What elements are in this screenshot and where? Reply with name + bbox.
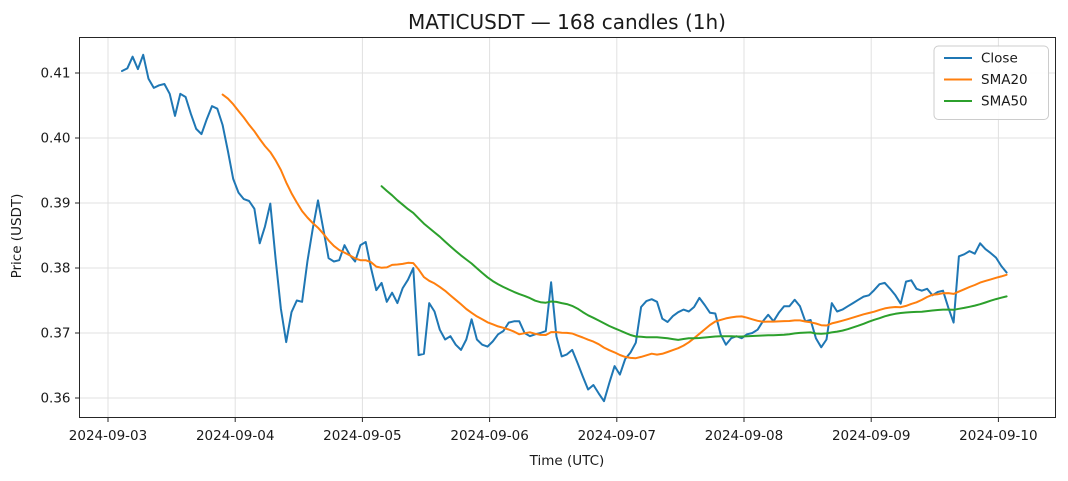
x-tick-label: 2024-09-08 bbox=[705, 428, 783, 444]
x-axis-label: Time (UTC) bbox=[529, 453, 605, 469]
y-tick-label: 0.37 bbox=[40, 326, 70, 342]
x-tick-label: 2024-09-09 bbox=[832, 428, 910, 444]
y-axis-label: Price (USDT) bbox=[9, 194, 25, 279]
legend-item-sma50: SMA50 bbox=[944, 94, 1028, 110]
plot-area bbox=[79, 37, 1056, 418]
x-axis-ticks: 2024-09-03 2024-09-04 2024-09-05 2024-09-06… bbox=[69, 417, 1038, 444]
y-tick-label: 0.39 bbox=[40, 196, 70, 212]
y-tick-label: 0.40 bbox=[40, 131, 70, 147]
x-tick-label: 2024-09-04 bbox=[196, 428, 274, 444]
x-tick-label: 2024-09-10 bbox=[959, 428, 1037, 444]
legend-item-sma20: SMA20 bbox=[944, 72, 1028, 88]
legend-item-close: Close bbox=[944, 51, 1018, 67]
x-tick-label: 2024-09-06 bbox=[450, 428, 528, 444]
legend: Close SMA20 SMA50 bbox=[933, 45, 1049, 120]
chart-title: MATICUSDT — 168 candles (1h) bbox=[408, 10, 726, 34]
grid-lines bbox=[79, 37, 1056, 418]
x-tick-label: 2024-09-05 bbox=[323, 428, 401, 444]
x-tick-label: 2024-09-07 bbox=[578, 428, 656, 444]
y-tick-label: 0.41 bbox=[40, 66, 70, 82]
series-line-sma20 bbox=[221, 93, 1008, 360]
y-axis-ticks: 0.36 0.37 0.38 0.39 0.40 0.41 bbox=[40, 66, 80, 407]
series-line-sma50 bbox=[380, 185, 1008, 341]
legend-label: Close bbox=[981, 51, 1018, 67]
series-lines bbox=[121, 53, 1008, 403]
y-tick-label: 0.36 bbox=[40, 391, 70, 407]
legend-label: SMA20 bbox=[981, 72, 1028, 88]
series-line-close bbox=[121, 53, 1008, 403]
x-tick-label: 2024-09-03 bbox=[69, 428, 147, 444]
legend-label: SMA50 bbox=[981, 94, 1028, 110]
y-tick-label: 0.38 bbox=[40, 261, 70, 277]
plot-border bbox=[79, 37, 1056, 418]
